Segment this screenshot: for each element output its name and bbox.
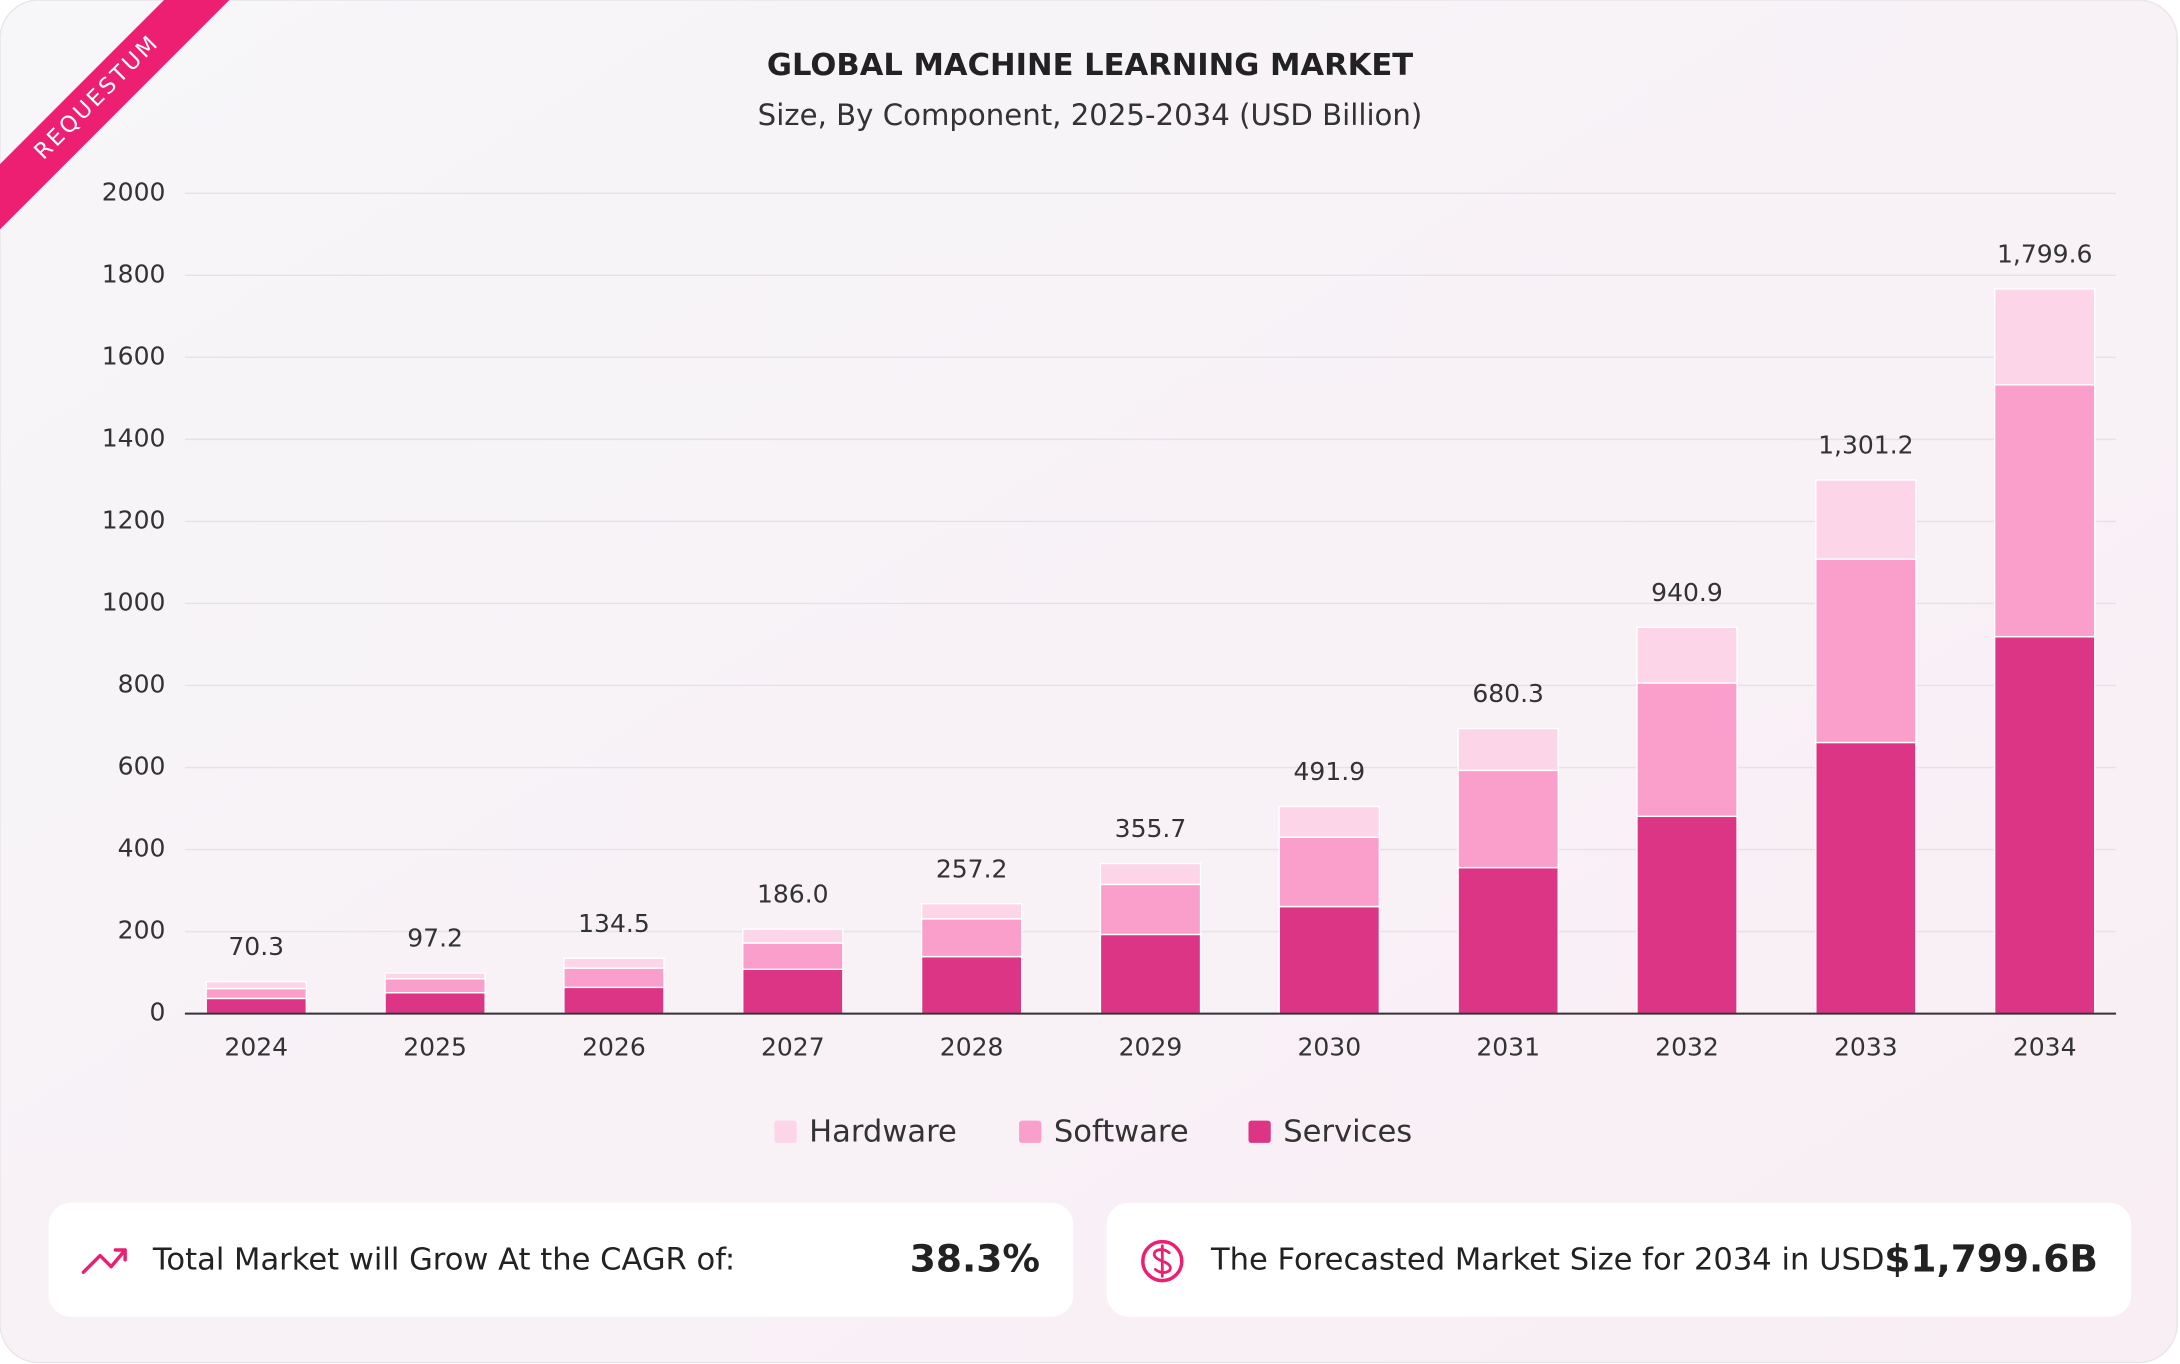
chart-subtitle: Size, By Component, 2025-2034 (USD Billi… [758, 98, 1423, 132]
bar-segment [1815, 558, 1917, 744]
stat-card [48, 1202, 1074, 1317]
bar-segment [1457, 769, 1559, 869]
total-label: 1,799.6 [1997, 239, 2092, 268]
bar-segment [1815, 479, 1917, 560]
x-tick-label: 2029 [1119, 1032, 1183, 1061]
x-tick-label: 2028 [940, 1032, 1004, 1061]
legend-swatch [1019, 1120, 1042, 1143]
bar-segment [563, 986, 665, 1015]
bar-segment [1278, 836, 1381, 908]
stat-label: The Forecasted Market Size for 2034 in U… [1210, 1243, 1895, 1278]
stat-card [1106, 1202, 2132, 1317]
bar-segment [1636, 815, 1738, 1015]
x-tick-label: 2033 [1834, 1032, 1898, 1061]
y-tick-label: 2000 [102, 177, 166, 206]
legend-swatch [774, 1120, 797, 1143]
bar-segment [1636, 682, 1738, 818]
x-tick-label: 2026 [582, 1032, 646, 1061]
y-tick-label: 800 [118, 669, 166, 698]
dollar-icon [1141, 1239, 1184, 1283]
stat-label: Total Market will Grow At the CAGR of: [152, 1243, 735, 1278]
x-tick-label: 2027 [761, 1032, 825, 1061]
bar-segment [1099, 933, 1202, 1015]
bar-segment [563, 957, 665, 969]
x-tick-label: 2031 [1476, 1032, 1540, 1061]
bar-segment [1099, 883, 1202, 936]
total-label: 940.9 [1651, 578, 1723, 607]
total-label: 70.3 [228, 932, 284, 961]
y-tick-label: 0 [150, 998, 166, 1027]
stat-value: $1,799.6B [1884, 1237, 2098, 1281]
y-tick-label: 1200 [102, 505, 166, 534]
bar-segment [1993, 288, 2096, 386]
legend-label: Hardware [809, 1115, 957, 1150]
legend-label: Services [1283, 1115, 1412, 1150]
bar-segment [1636, 626, 1738, 684]
total-label: 680.3 [1472, 679, 1544, 708]
bar-segment [1457, 727, 1559, 772]
y-tick-label: 1600 [102, 341, 166, 370]
bar-segment [1278, 905, 1381, 1015]
x-tick-label: 2034 [2013, 1032, 2077, 1061]
total-label: 257.2 [936, 854, 1008, 883]
y-tick-label: 1400 [102, 423, 166, 452]
total-label: 186.0 [757, 880, 829, 909]
plot: 0 200 400 600 800 1000 1200 1400 1600 1800 2000 70.… [102, 177, 2117, 1061]
bar-segment [384, 972, 486, 980]
y-tick-label: 600 [118, 752, 166, 781]
bar-segment [1099, 862, 1202, 886]
bar-segment [920, 955, 1023, 1015]
bar-segment [384, 978, 486, 994]
total-label: 355.7 [1115, 814, 1187, 843]
x-tick-label: 2030 [1297, 1032, 1361, 1061]
legend: Hardware Software Services [774, 1115, 1412, 1150]
brand-ribbon [0, 0, 230, 230]
trend-icon [81, 1248, 127, 1274]
total-label: 97.2 [407, 924, 463, 953]
y-tick-label: 400 [118, 834, 166, 863]
bar-segment [205, 997, 308, 1015]
total-label: 491.9 [1294, 757, 1366, 786]
total-label: 134.5 [578, 909, 650, 938]
x-tick-label: 2024 [224, 1032, 288, 1061]
bar-segment [920, 918, 1023, 958]
x-tick-label: 2032 [1655, 1032, 1719, 1061]
bar-segment [205, 987, 308, 1000]
bar-segment [1815, 741, 1917, 1015]
total-label: 1,301.2 [1818, 431, 1913, 460]
bar-segment [1993, 384, 2096, 638]
legend-swatch [1248, 1120, 1271, 1143]
chart-title: GLOBAL MACHINE LEARNING MARKET [767, 48, 1413, 83]
bar-segment [742, 968, 844, 1015]
bar-segment [205, 980, 308, 990]
stat-value: 38.3% [910, 1237, 1040, 1281]
bar-segment [563, 967, 665, 989]
y-tick-label: 1000 [102, 587, 166, 616]
dollar-icon [1152, 1244, 1172, 1278]
bar-segment [384, 992, 486, 1015]
bar-segment [920, 902, 1023, 920]
bar-segment [1278, 805, 1381, 838]
bar-segment [1993, 635, 2096, 1015]
y-tick-label: 1800 [102, 259, 166, 288]
y-tick-label: 200 [118, 916, 166, 945]
bar-segment [742, 942, 844, 971]
bar-segment [1457, 866, 1559, 1015]
x-tick-label: 2025 [403, 1032, 467, 1061]
legend-label: Software [1054, 1115, 1189, 1150]
bar-segment [742, 928, 844, 944]
